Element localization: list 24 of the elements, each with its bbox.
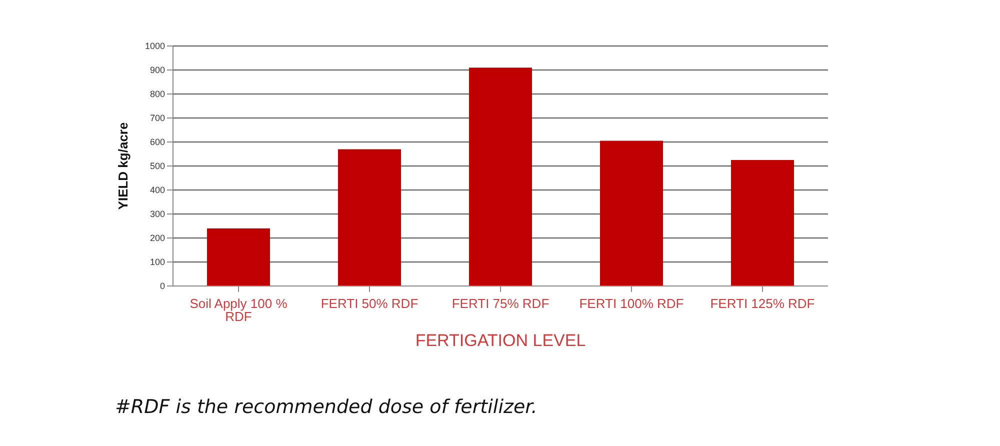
x-tick-label: FERTI 75% RDF — [452, 296, 550, 311]
y-tick-label: 900 — [150, 65, 165, 76]
y-tick-label: 800 — [150, 89, 165, 100]
x-axis-title: FERTIGATION LEVEL — [415, 331, 586, 350]
bar — [469, 68, 532, 286]
y-tick-label: 100 — [150, 257, 165, 268]
y-axis-title: YIELD kg/acre — [116, 122, 131, 210]
bar — [600, 140, 663, 286]
y-tick-label: 400 — [150, 185, 165, 196]
bar — [338, 149, 401, 286]
y-tick-label: 300 — [150, 209, 165, 220]
y-tick-label: 600 — [150, 137, 165, 148]
bar — [207, 228, 270, 286]
y-tick-label: 500 — [150, 161, 165, 172]
y-tick-label: 1000 — [144, 41, 165, 52]
bar — [731, 160, 794, 286]
text: #RDF is the recommended dose of fertilizer. — [115, 396, 538, 418]
y-tick-label: 0 — [160, 281, 165, 292]
x-tick-label: FERTI 100% RDF — [579, 296, 684, 311]
x-tick-label: FERTI 125% RDF — [710, 296, 815, 311]
y-tick-label: 700 — [150, 113, 165, 124]
x-tick-label: Soil Apply 100 % RDF — [190, 296, 288, 324]
x-tick-label: FERTI 50% RDF — [320, 296, 418, 311]
y-tick-label: 200 — [150, 233, 165, 244]
